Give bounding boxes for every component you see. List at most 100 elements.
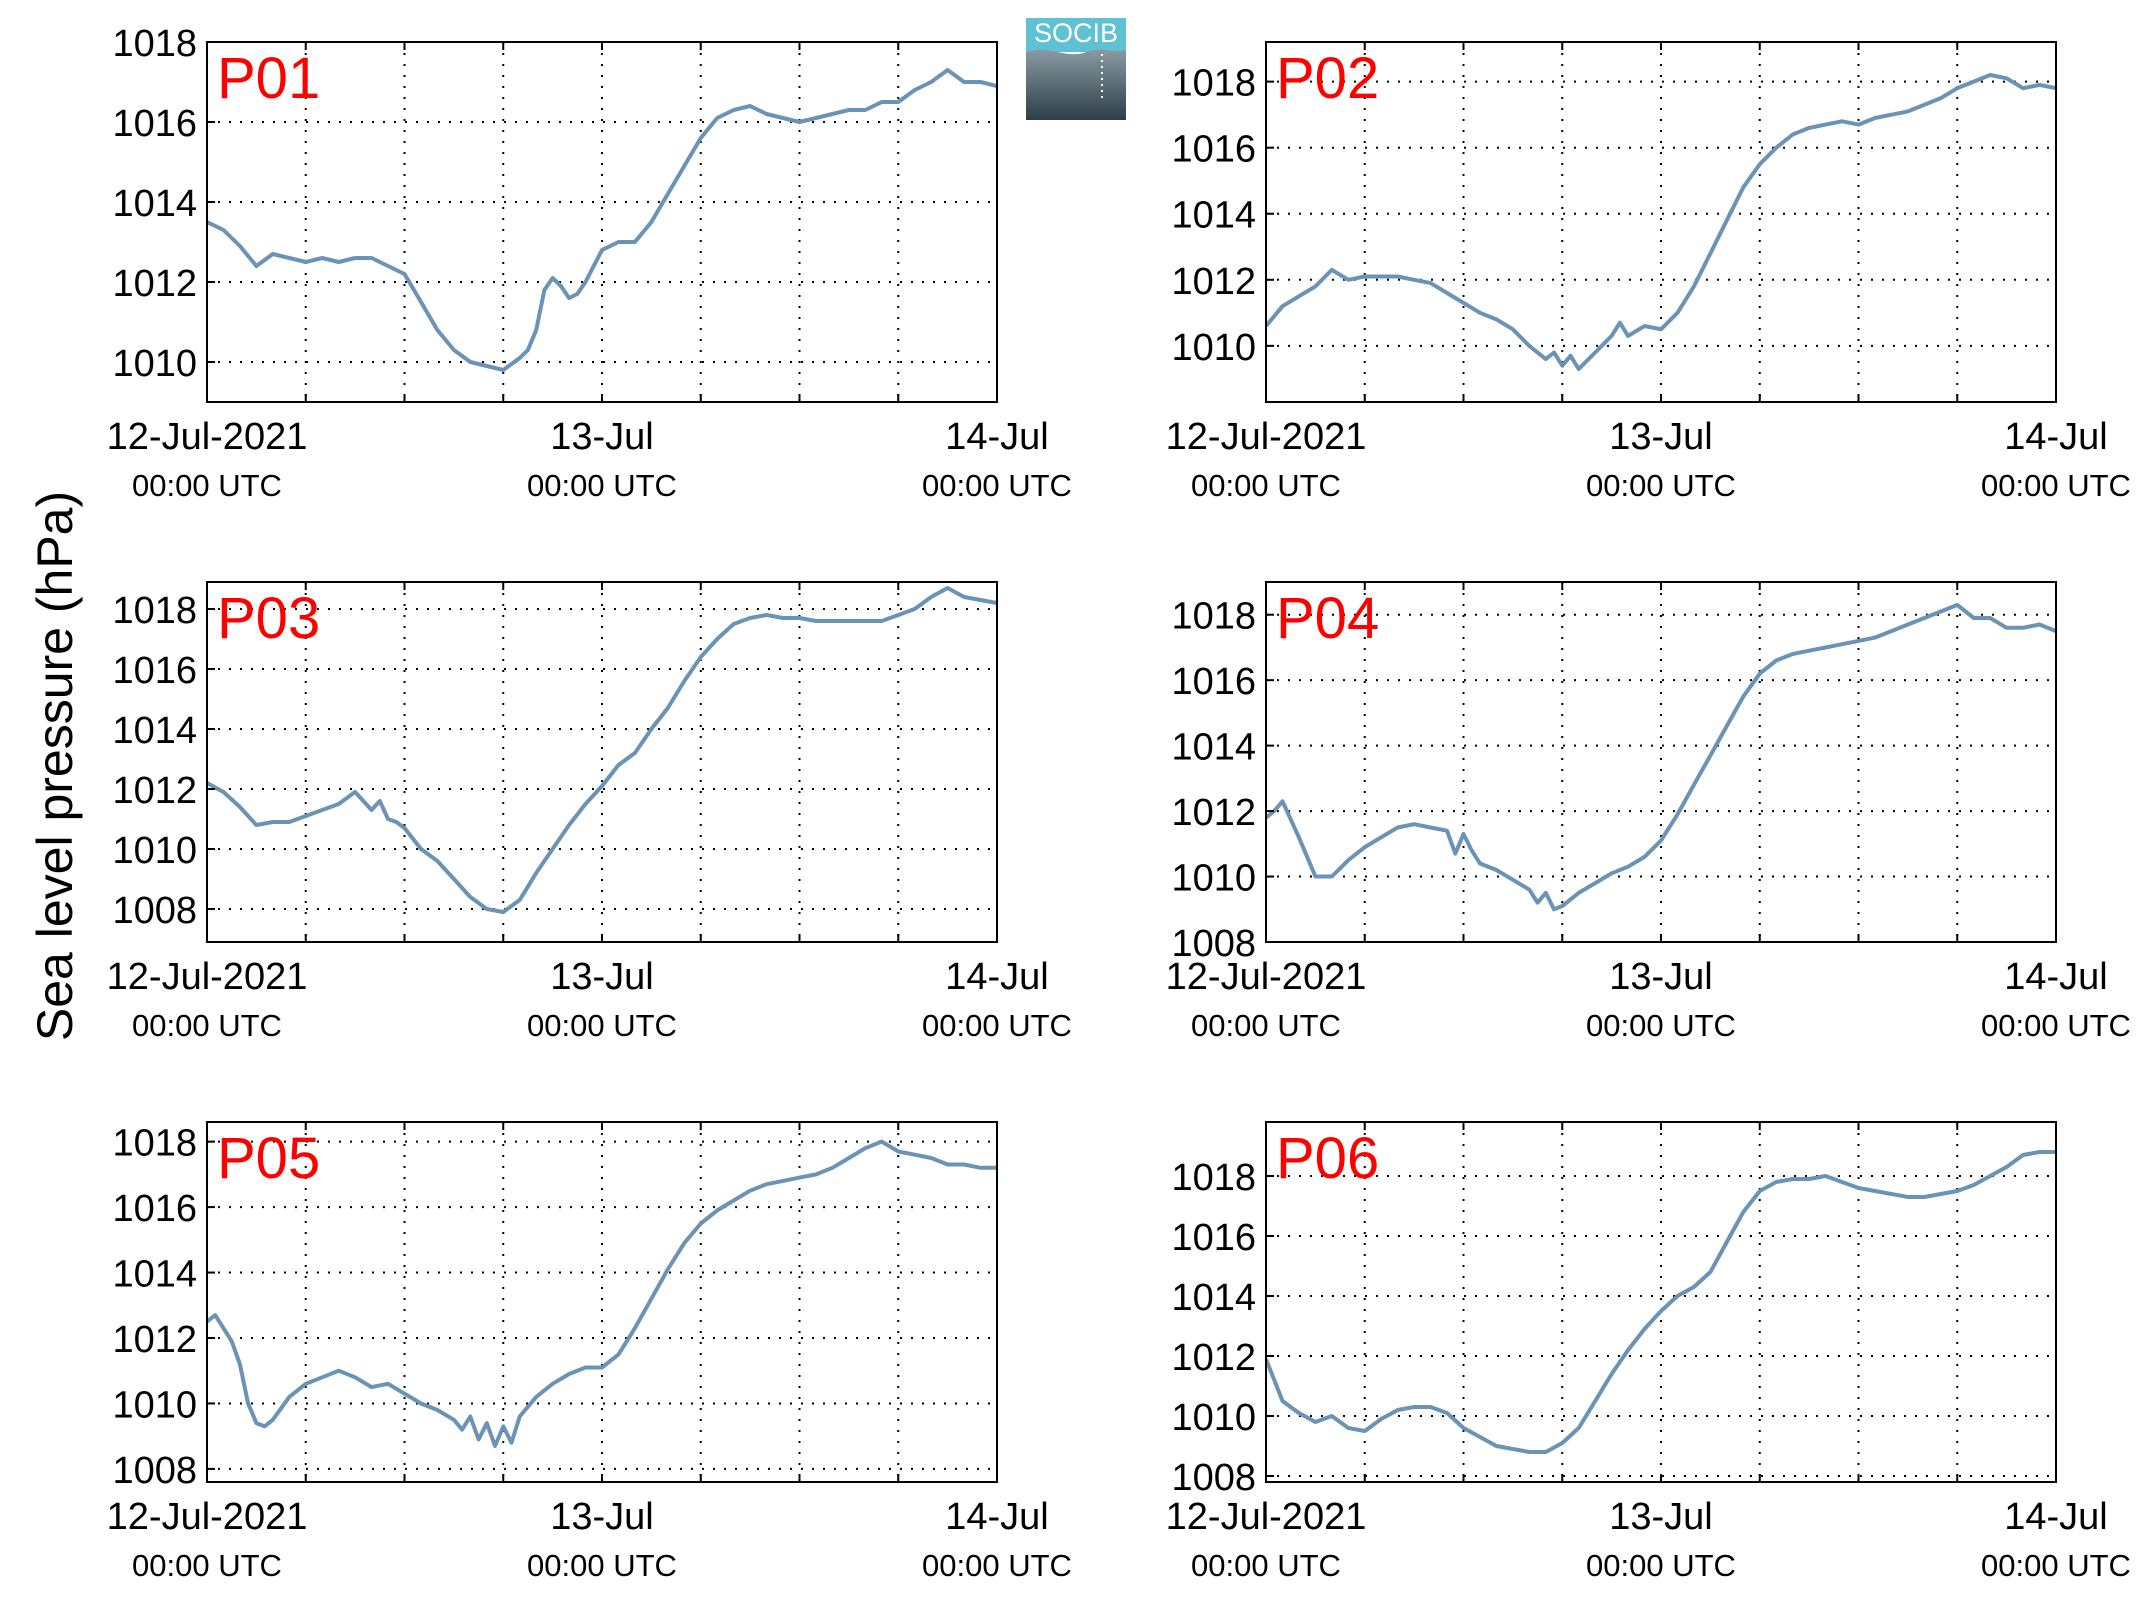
x-tick-label-time: 00:00 UTC [922, 1008, 1072, 1043]
axes-frame [206, 1121, 998, 1483]
panel-label: P06 [1276, 1126, 1379, 1191]
axes-frame [206, 41, 998, 403]
panel-label: P05 [217, 1126, 320, 1191]
x-tick-label-time: 00:00 UTC [1586, 1008, 1736, 1043]
x-tick-label-date: 14-Jul [945, 416, 1049, 458]
x-tick-label-time: 00:00 UTC [527, 1008, 677, 1043]
y-tick-label: 1012 [112, 770, 197, 812]
y-tick-label: 1016 [112, 1188, 197, 1230]
x-tick-label-date: 14-Jul [945, 956, 1049, 998]
y-tick-label: 1016 [1171, 661, 1256, 703]
x-tick-label-time: 00:00 UTC [527, 1548, 677, 1583]
grid [207, 582, 997, 942]
y-tick-label: 1012 [1171, 1337, 1256, 1379]
panels: 1010 1012 1014 1016 1018 12-Jul-2021 00:00 UTC… [107, 23, 2131, 1583]
y-tick-label: 1016 [112, 650, 197, 692]
y-tick-label: 1010 [1171, 858, 1256, 900]
y-tick-label: 1008 [112, 1450, 197, 1492]
x-tick-label-date: 13-Jul [1609, 416, 1713, 458]
y-tick-label: 1014 [1171, 1277, 1256, 1319]
series-line-p06 [1266, 1150, 2056, 1454]
x-tick-label-time: 00:00 UTC [1981, 1008, 2131, 1043]
y-tick-label: 1018 [1171, 596, 1256, 638]
x-tick-label-time: 00:00 UTC [1191, 1548, 1341, 1583]
x-tick-label-date: 12-Jul-2021 [1166, 956, 1367, 998]
y-tick-label: 1008 [1171, 1457, 1256, 1499]
y-tick-label: 1014 [112, 183, 197, 225]
y-tick-label: 1008 [1171, 923, 1256, 965]
series-line-p05 [207, 1139, 997, 1448]
x-tick-label-time: 00:00 UTC [922, 1548, 1072, 1583]
y-tick-label: 1010 [112, 343, 197, 385]
x-tick-label-date: 13-Jul [550, 416, 654, 458]
x-tick-label-date: 13-Jul [1609, 1496, 1713, 1538]
panel-label: P02 [1276, 46, 1379, 111]
x-tick-label-time: 00:00 UTC [1586, 468, 1736, 503]
y-tick-label: 1016 [112, 103, 197, 145]
y-tick-label: 1008 [112, 890, 197, 932]
y-tick-label: 1010 [1171, 1397, 1256, 1439]
y-tick-label: 1016 [1171, 1217, 1256, 1259]
y-tick-label: 1014 [112, 710, 197, 752]
x-tick-label-date: 14-Jul [2004, 416, 2108, 458]
x-tick-label-time: 00:00 UTC [527, 468, 677, 503]
y-tick-label: 1010 [112, 830, 197, 872]
panel-label: P03 [217, 586, 320, 651]
x-tick-label-time: 00:00 UTC [132, 1008, 282, 1043]
y-tick-label: 1018 [112, 590, 197, 632]
x-tick-label-date: 14-Jul [2004, 1496, 2108, 1538]
y-tick-label: 1018 [1171, 1157, 1256, 1199]
socib-logo: SOCIB [1026, 18, 1126, 120]
logo-wave-icon [1026, 49, 1126, 120]
y-tick-label: 1014 [1171, 727, 1256, 769]
panel-label: P04 [1276, 586, 1379, 651]
panel-p01: 1010 1012 1014 1016 1018 12-Jul-2021 00:00 UTC… [107, 23, 1072, 503]
axes-frame [1265, 41, 2057, 403]
y-tick-label: 1018 [1171, 63, 1256, 105]
grid [207, 41, 997, 402]
y-tick-label: 1018 [112, 1123, 197, 1165]
x-tick-label-date: 12-Jul-2021 [107, 416, 308, 458]
y-tick-label: 1012 [112, 263, 197, 305]
y-tick-label: 1016 [1171, 129, 1256, 171]
x-tick-label-date: 12-Jul-2021 [107, 956, 308, 998]
x-tick-label-time: 00:00 UTC [1981, 1548, 2131, 1583]
x-tick-label-date: 14-Jul [945, 1496, 1049, 1538]
x-tick-label-time: 00:00 UTC [1191, 468, 1341, 503]
figure-ylabel: Sea level pressure (hPa) [27, 491, 83, 1041]
x-tick-label-date: 12-Jul-2021 [1166, 1496, 1367, 1538]
y-tick-label: 1014 [112, 1254, 197, 1296]
series-line-p04 [1266, 602, 2056, 912]
y-tick-label: 1018 [112, 23, 197, 65]
y-tick-label: 1010 [1171, 327, 1256, 369]
axes-frame [1265, 581, 2057, 943]
y-tick-label: 1010 [112, 1384, 197, 1426]
series-line-p02 [1266, 73, 2056, 371]
x-tick-label-date: 13-Jul [550, 956, 654, 998]
series-line-p03 [207, 586, 997, 914]
x-tick-label-date: 14-Jul [2004, 956, 2108, 998]
x-tick-label-date: 13-Jul [550, 1496, 654, 1538]
y-tick-label: 1012 [1171, 261, 1256, 303]
grid [1266, 582, 2056, 943]
grid [1266, 1122, 2056, 1482]
x-tick-label-time: 00:00 UTC [922, 468, 1072, 503]
panel-p02: 1010 1012 1014 1016 1018 12-Jul-2021 00:00 UTC… [1166, 41, 2131, 503]
x-tick-label-time: 00:00 UTC [132, 468, 282, 503]
y-tick-label: 1014 [1171, 195, 1256, 237]
series-line-p01 [207, 68, 997, 372]
x-tick-label-time: 00:00 UTC [1586, 1548, 1736, 1583]
y-tick-label: 1012 [1171, 792, 1256, 834]
x-tick-label-date: 12-Jul-2021 [1166, 416, 1367, 458]
y-tick-label: 1012 [112, 1319, 197, 1361]
panel-p04: 1008 1010 1012 1014 1016 1018 12-Jul-2021 00:00… [1166, 581, 2131, 1043]
logo-band-icon [1026, 18, 1126, 52]
x-tick-label-date: 13-Jul [1609, 956, 1713, 998]
panel-label: P01 [217, 46, 320, 111]
grid [207, 1122, 997, 1482]
x-tick-label-time: 00:00 UTC [1191, 1008, 1341, 1043]
x-tick-label-time: 00:00 UTC [1981, 468, 2131, 503]
logo-text: SOCIB [1034, 18, 1118, 48]
panel-p06: 1008 1010 1012 1014 1016 1018 12-Jul-2021 00:00… [1166, 1121, 2131, 1583]
